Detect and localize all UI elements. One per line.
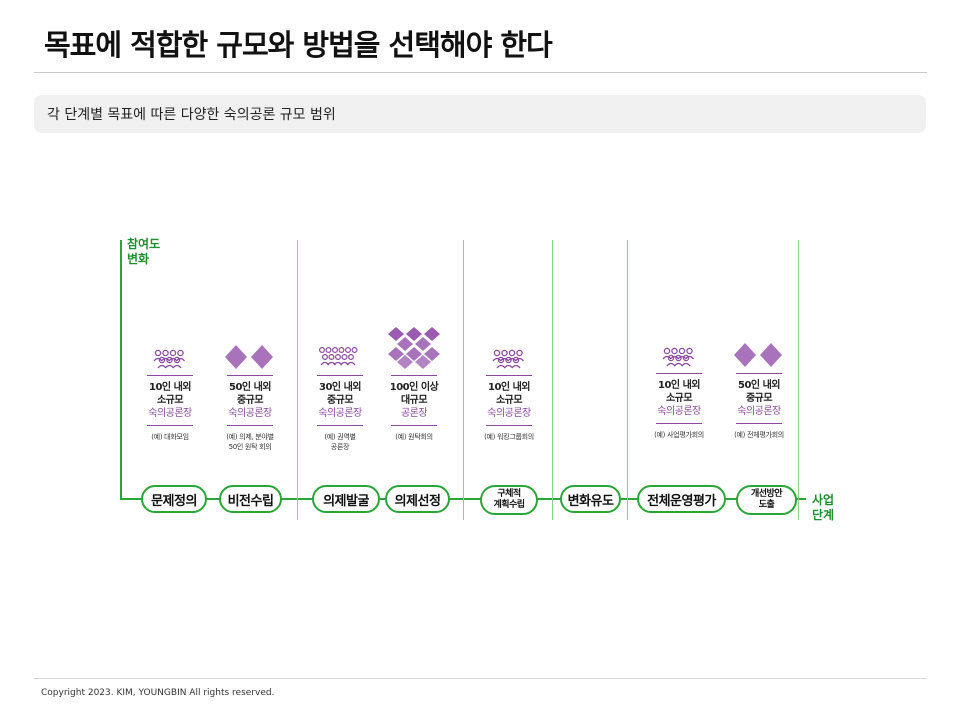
scale-card: 10인 내외 소규모 숙의공론장 (예) 워킹그룹회의	[474, 330, 544, 442]
card-scale: 소규모	[665, 393, 693, 404]
card-example: (예) 의제, 분야별 50인 원탁 회의	[226, 433, 274, 451]
scale-card: 10인 내외 소규모 숙의공론장 (예) 사업평가회의	[644, 328, 714, 440]
card-divider	[147, 425, 193, 426]
stage-vision-setting: 비전수립	[219, 485, 282, 513]
stage-agenda-selection: 의제선정	[385, 485, 450, 513]
group-small-icon	[305, 330, 375, 370]
scale-card: 50인 내외 중규모 숙의공론장 (예) 전체평가회의	[724, 328, 794, 440]
footer-divider	[34, 678, 927, 679]
card-scale: 대규모	[400, 395, 428, 406]
card-scale: 중규모	[236, 395, 264, 406]
phase-separator	[627, 240, 628, 520]
card-kind: 공론장	[400, 408, 428, 419]
card-example: (예) 전체평가회의	[734, 431, 784, 439]
scale-card: 100인 이상 대규모 공론장 (예) 원탁회의	[378, 322, 450, 442]
y-axis-label-line-1: 참여도	[127, 237, 161, 251]
x-axis-label: 사업 단계	[812, 493, 834, 523]
card-example: (예) 대화모임	[151, 433, 189, 441]
card-size: 10인 내외	[658, 380, 701, 391]
card-divider	[317, 375, 363, 376]
phase-separator	[297, 240, 298, 520]
y-axis-line	[120, 240, 122, 499]
card-divider	[736, 423, 782, 424]
page-title: 목표에 적합한 규모와 방법을 선택해야 한다	[44, 28, 553, 62]
card-divider	[391, 425, 437, 426]
card-example: (예) 권역별 공론장	[324, 433, 356, 451]
card-scale: 중규모	[326, 395, 354, 406]
card-size: 10인 내외	[149, 382, 192, 393]
stage-agenda-discovery: 의제발굴	[312, 485, 380, 513]
stage-overall-evaluation: 전체운영평가	[637, 485, 726, 513]
card-divider	[736, 373, 782, 374]
card-kind: 숙의공론장	[318, 408, 362, 419]
subtitle-banner: 각 단계별 목표에 따른 다양한 숙의공론 규모 범위	[34, 95, 926, 133]
card-size: 50인 내외	[738, 380, 781, 391]
x-axis-label-line-1: 사업	[812, 493, 835, 507]
card-example: (예) 워킹그룹회의	[484, 433, 534, 441]
card-size: 30인 내외	[319, 382, 362, 393]
scale-card: 30인 내외 중규모 숙의공론장 (예) 권역별 공론장	[305, 330, 375, 452]
card-size: 10인 내외	[488, 382, 531, 393]
group-small-icon	[644, 328, 714, 368]
card-example: (예) 사업평가회의	[654, 431, 704, 439]
card-kind: 숙의공론장	[228, 408, 272, 419]
scale-card: 10인 내외 소규모 숙의공론장 (예) 대화모임	[135, 330, 205, 442]
card-divider	[317, 425, 363, 426]
group-medium-icon	[215, 330, 285, 370]
card-kind: 숙의공론장	[148, 408, 192, 419]
stage-problem-definition: 문제정의	[141, 485, 207, 513]
card-divider	[486, 375, 532, 376]
stage-detailed-planning: 구체적 계획수립	[480, 485, 538, 515]
scale-card: 50인 내외 중규모 숙의공론장 (예) 의제, 분야별 50인 원탁 회의	[215, 330, 285, 452]
group-medium-icon	[724, 328, 794, 368]
group-small-icon	[135, 330, 205, 370]
card-scale: 소규모	[156, 395, 184, 406]
card-kind: 숙의공론장	[657, 406, 701, 417]
phase-separator	[552, 240, 553, 520]
card-scale: 소규모	[495, 395, 523, 406]
card-divider	[486, 425, 532, 426]
copyright-footer: Copyright 2023. KIM, YOUNGBIN All rights…	[41, 688, 275, 698]
phase-separator	[798, 240, 799, 520]
y-axis-label-line-2: 변화	[127, 252, 150, 266]
title-divider	[34, 72, 927, 73]
card-kind: 숙의공론장	[737, 406, 781, 417]
card-divider	[227, 425, 273, 426]
card-divider	[656, 423, 702, 424]
card-divider	[227, 375, 273, 376]
group-small-icon	[474, 330, 544, 370]
card-size: 50인 내외	[229, 382, 272, 393]
stage-change-induction: 변화유도	[560, 485, 621, 513]
card-size: 100인 이상	[389, 382, 439, 393]
stage-improvement-derivation: 개선방안 도출	[736, 485, 797, 515]
y-axis-label: 참여도 변화	[127, 237, 160, 267]
group-large-icon	[378, 322, 450, 370]
card-kind: 숙의공론장	[487, 408, 531, 419]
card-scale: 중규모	[745, 393, 773, 404]
card-divider	[391, 375, 437, 376]
phase-separator	[463, 240, 464, 520]
card-divider	[147, 375, 193, 376]
card-example: (예) 원탁회의	[395, 433, 433, 441]
card-divider	[656, 373, 702, 374]
x-axis-label-line-2: 단계	[812, 508, 835, 522]
